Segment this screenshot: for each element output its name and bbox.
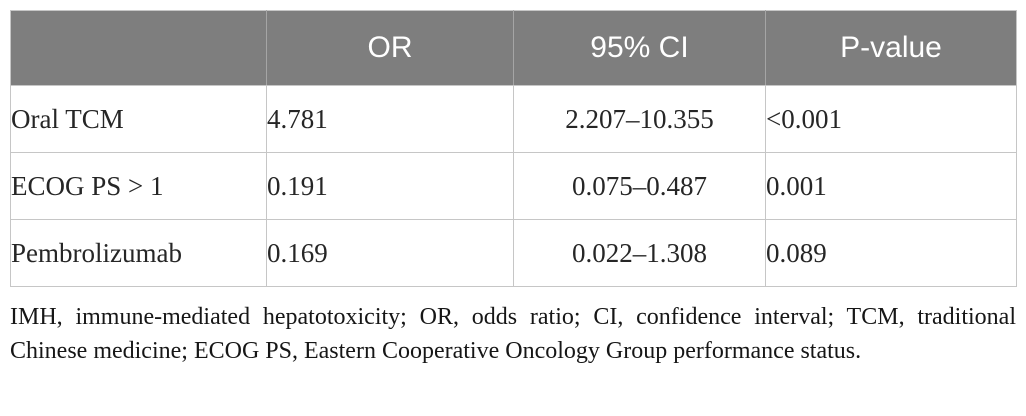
row-label: Oral TCM [10, 85, 267, 153]
cell-or: 0.169 [266, 219, 514, 287]
row-label: ECOG PS > 1 [10, 152, 267, 220]
table-row: Pembrolizumab 0.169 0.022–1.308 0.089 [10, 219, 1017, 287]
cell-ci: 0.022–1.308 [513, 219, 766, 287]
header-cell-empty [10, 10, 267, 86]
table-header-row: OR 95% CI P-value [10, 10, 1017, 86]
header-cell-or: OR [266, 10, 514, 86]
cell-or: 4.781 [266, 85, 514, 153]
row-label: Pembrolizumab [10, 219, 267, 287]
table-footnote: IMH, immune-mediated hepatotoxicity; OR,… [10, 304, 1016, 364]
regression-table: OR 95% CI P-value Oral TCM 4.781 2.207–1… [10, 10, 1017, 287]
cell-pvalue: 0.001 [765, 152, 1017, 220]
cell-ci: 0.075–0.487 [513, 152, 766, 220]
header-cell-pvalue: P-value [765, 10, 1017, 86]
header-cell-ci: 95% CI [513, 10, 766, 86]
cell-pvalue: 0.089 [765, 219, 1017, 287]
cell-ci: 2.207–10.355 [513, 85, 766, 153]
cell-pvalue: <0.001 [765, 85, 1017, 153]
table-row: Oral TCM 4.781 2.207–10.355 <0.001 [10, 85, 1017, 153]
table-row: ECOG PS > 1 0.191 0.075–0.487 0.001 [10, 152, 1017, 220]
cell-or: 0.191 [266, 152, 514, 220]
